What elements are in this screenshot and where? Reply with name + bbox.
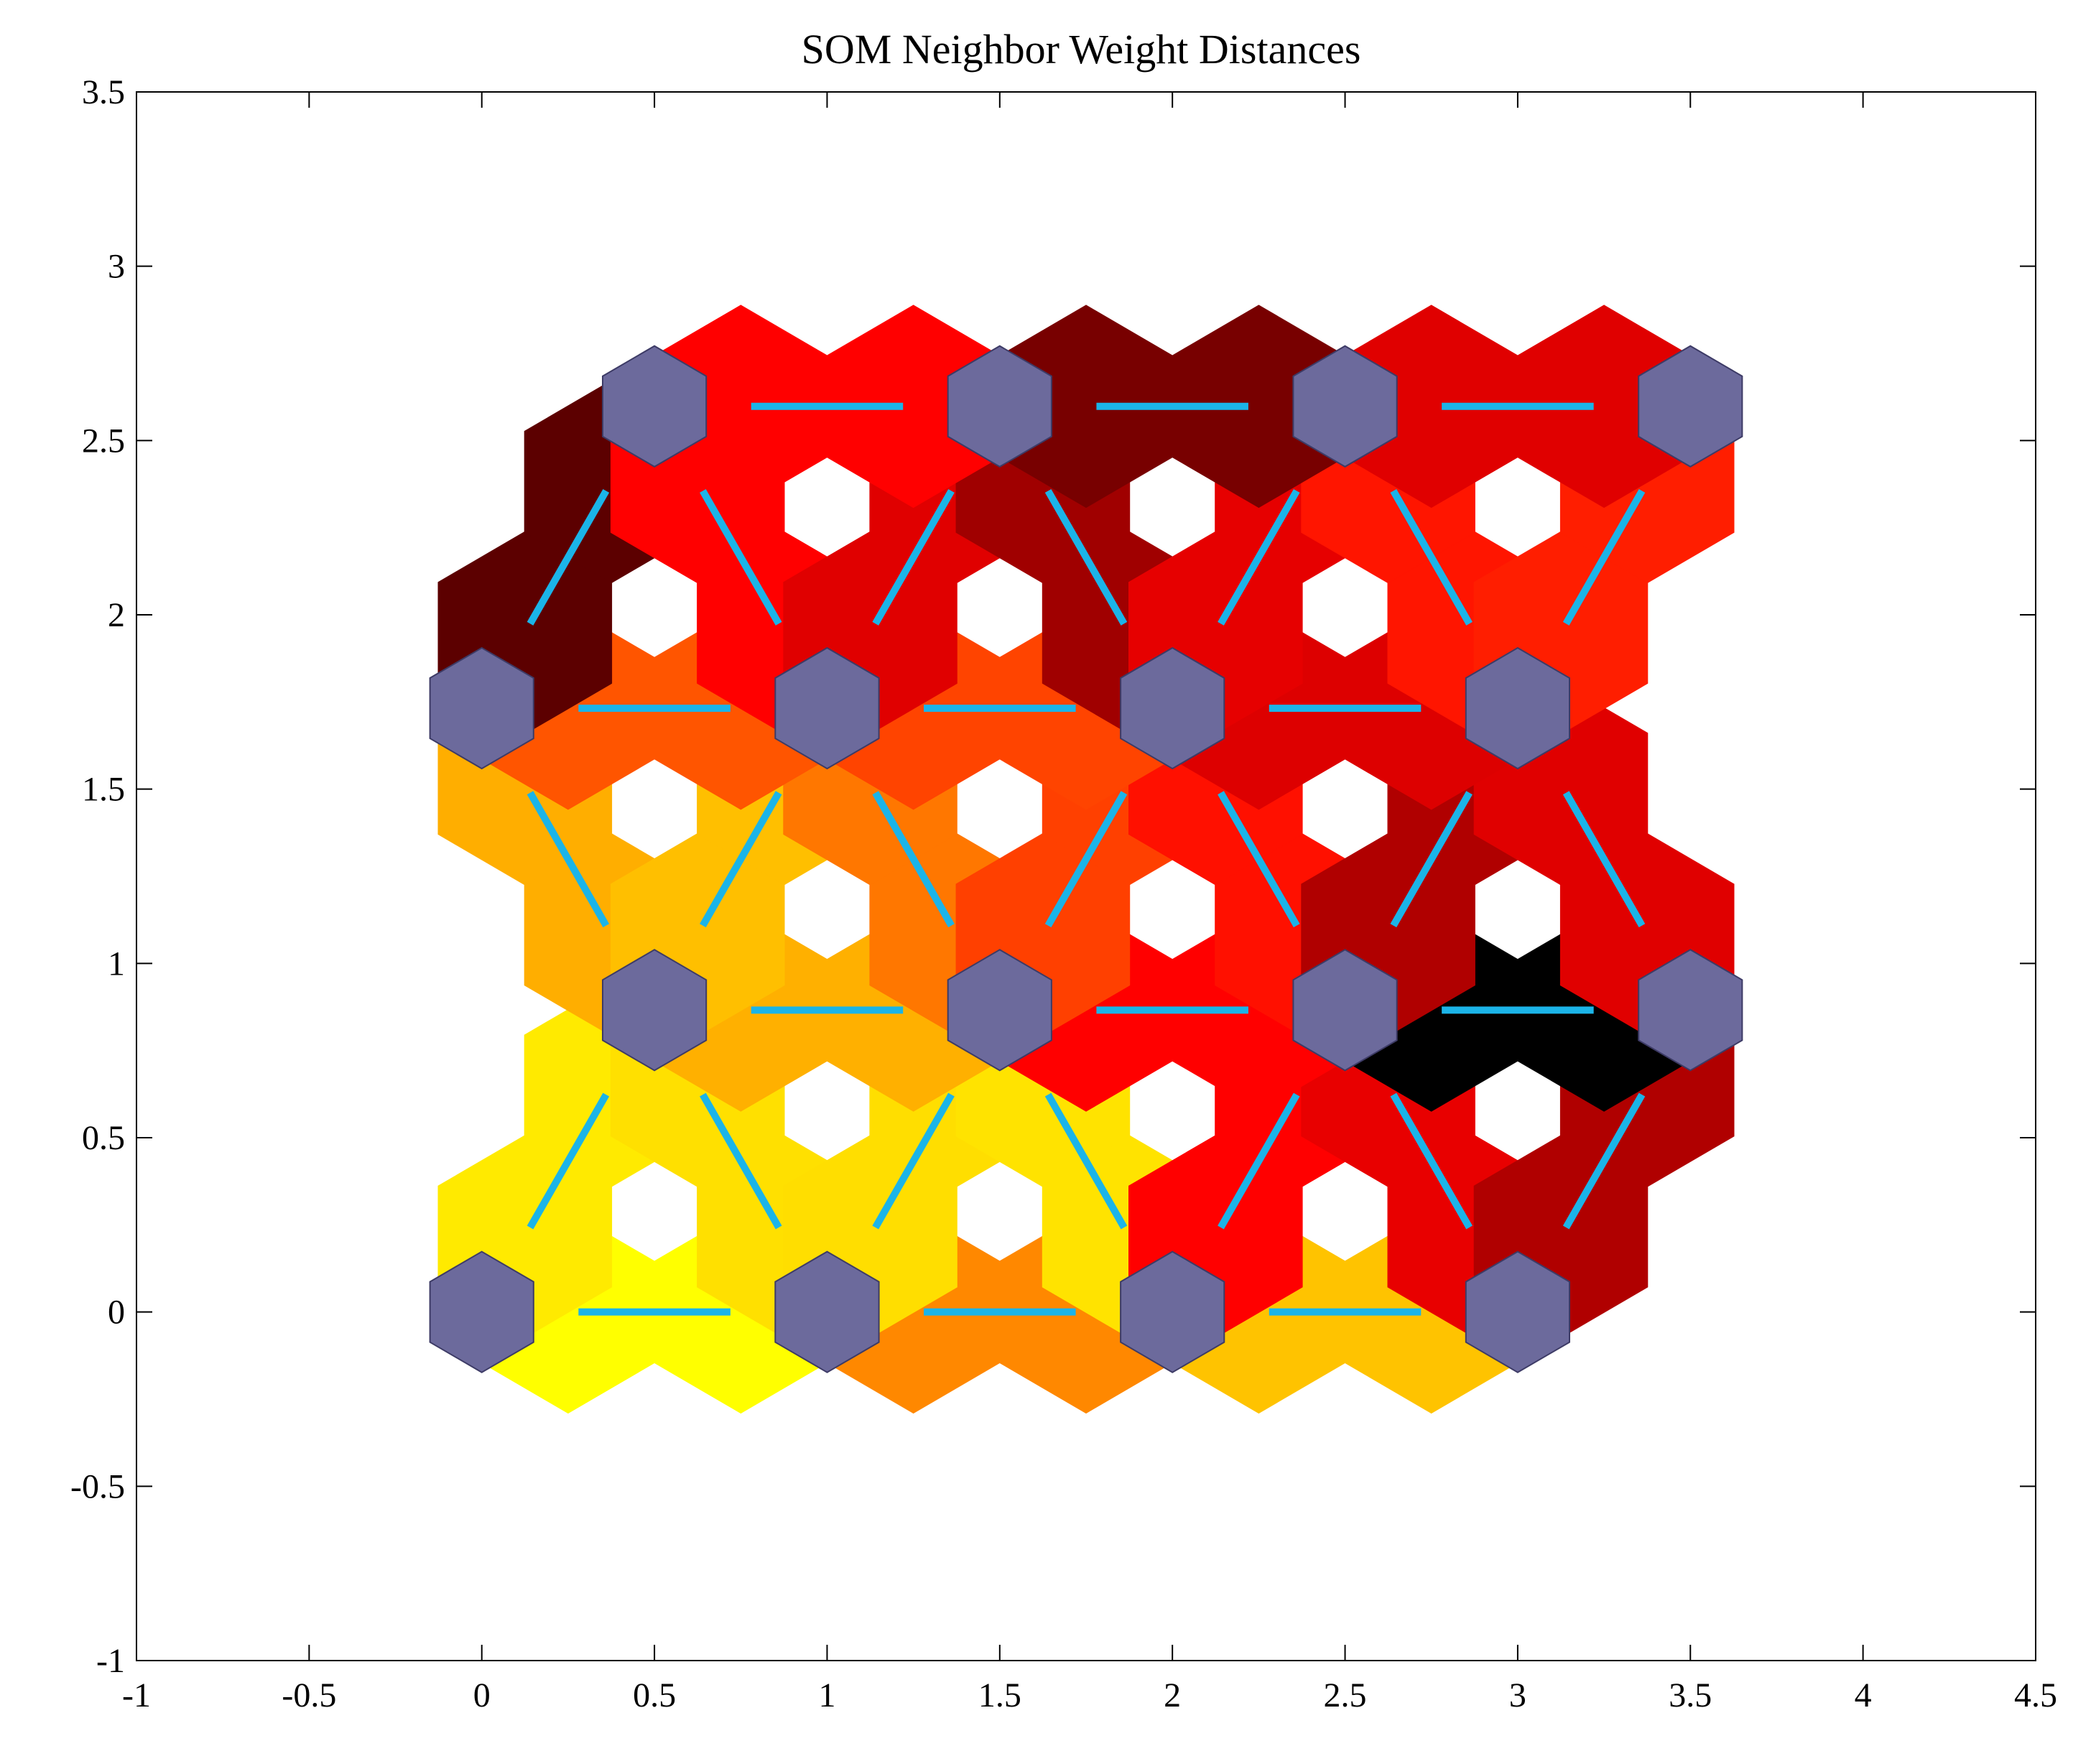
x-tick-label: 3.5	[1669, 1676, 1712, 1714]
x-tick-label: 3	[1509, 1676, 1526, 1714]
x-tick-label: 0	[473, 1676, 491, 1714]
connection-line-29	[1562, 488, 1646, 626]
neuron-3	[1465, 1250, 1570, 1373]
connection-line-13	[527, 791, 610, 928]
connection-line-3	[527, 1092, 610, 1230]
connection-line-4	[700, 1092, 782, 1230]
y-tick-label: 1	[108, 944, 125, 983]
y-tick-label: 3	[108, 248, 125, 286]
connection-line-7	[1218, 1092, 1300, 1230]
x-tick-label: -0.5	[282, 1676, 336, 1714]
connection-line-18	[1390, 791, 1473, 928]
neuron-6	[1292, 949, 1398, 1072]
connection-line-6	[1044, 1092, 1128, 1230]
axis-ticks	[136, 91, 2036, 1661]
y-tick-label: -1	[96, 1642, 125, 1680]
x-tick-label: 2	[1164, 1676, 1181, 1714]
neuron-11	[1465, 646, 1570, 770]
neuron-2	[1120, 1250, 1225, 1373]
x-tick-label: 0.5	[633, 1676, 676, 1714]
connection-line-28	[1390, 488, 1473, 626]
connection-line-15	[872, 791, 955, 928]
neuron-8	[429, 646, 534, 770]
connection-line-17	[1218, 791, 1300, 928]
neuron-0	[429, 1250, 534, 1373]
connection-line-16	[1044, 791, 1128, 928]
connection-line-5	[872, 1092, 955, 1230]
neuron-5	[947, 949, 1052, 1072]
neuron-nodes	[429, 345, 1743, 1373]
connection-line-25	[872, 488, 955, 626]
connection-line-8	[1390, 1092, 1473, 1230]
connection-line-23	[527, 488, 610, 626]
neuron-10	[1120, 646, 1225, 770]
y-tick-label: 1.5	[82, 771, 125, 809]
y-tick-label: 3.5	[82, 73, 125, 111]
connection-line-9	[1562, 1092, 1646, 1230]
x-tick-label: 1	[818, 1676, 835, 1714]
y-tick-labels: -1 -0.5 0 0.5 1 1.5 2 2.5 3 3.5	[70, 73, 125, 1680]
axes-box	[136, 91, 2036, 1661]
y-tick-label: 2	[108, 596, 125, 634]
neuron-4	[602, 949, 708, 1072]
x-tick-label: -1	[122, 1676, 151, 1714]
y-tick-label: -0.5	[70, 1467, 125, 1505]
connection-line-26	[1044, 488, 1128, 626]
connection-line-14	[700, 791, 782, 928]
x-tick-label: 4.5	[2014, 1676, 2057, 1714]
connection-line-19	[1562, 791, 1646, 928]
connection-lines	[527, 402, 1646, 1316]
neuron-15	[1638, 345, 1743, 468]
neuron-13	[947, 345, 1052, 468]
neuron-14	[1292, 345, 1398, 468]
connection-line-24	[700, 488, 782, 626]
connection-line-27	[1218, 488, 1300, 626]
x-tick-label: 4	[1855, 1676, 1872, 1714]
x-tick-label: 1.5	[978, 1676, 1021, 1714]
chart-title: SOM Neighbor Weight Distances	[802, 26, 1361, 73]
y-tick-label: 2.5	[82, 422, 125, 460]
y-tick-label: 0	[108, 1294, 125, 1332]
y-tick-label: 0.5	[82, 1119, 125, 1157]
neuron-1	[774, 1250, 880, 1373]
x-tick-labels: -1 -0.5 0 0.5 1 1.5 2 2.5 3 3.5 4 4.5	[122, 1676, 2057, 1714]
neuron-9	[774, 646, 880, 770]
neuron-7	[1638, 949, 1743, 1072]
x-tick-label: 2.5	[1324, 1676, 1367, 1714]
neuron-12	[602, 345, 708, 468]
